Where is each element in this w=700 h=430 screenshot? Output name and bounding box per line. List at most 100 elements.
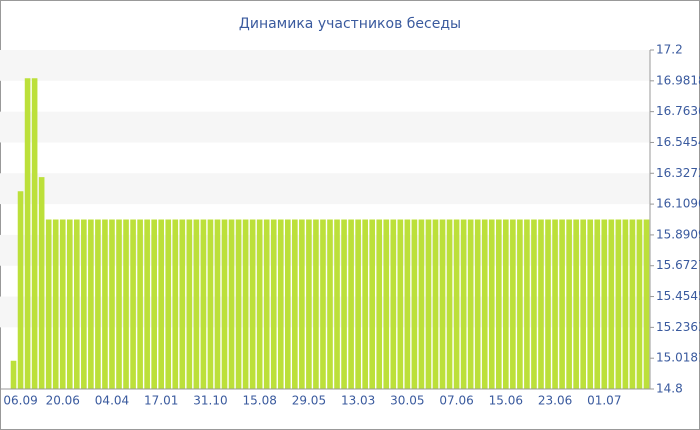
bar <box>66 219 73 389</box>
grid-band <box>0 50 650 81</box>
bar <box>116 219 122 389</box>
bar <box>418 219 425 389</box>
bar <box>102 219 108 389</box>
grid-band <box>0 173 650 205</box>
bar <box>31 78 38 389</box>
bar <box>242 219 249 389</box>
y-tick-label: 16.1090 <box>656 197 700 211</box>
bar <box>186 219 193 389</box>
bar <box>467 219 474 389</box>
y-tick-label: 15.6727 <box>656 258 700 272</box>
bar <box>446 219 453 389</box>
bar <box>545 219 551 389</box>
bar <box>109 219 115 389</box>
bar <box>179 219 186 389</box>
bar <box>460 219 467 389</box>
bar <box>17 191 24 389</box>
bar <box>390 219 397 389</box>
bar <box>270 219 277 389</box>
bar <box>200 219 207 389</box>
bar <box>474 219 481 389</box>
bar <box>256 219 263 389</box>
y-tick-label: 15.4545 <box>656 289 700 303</box>
bar <box>158 219 165 389</box>
bar <box>524 219 530 389</box>
bar <box>334 219 340 389</box>
bar <box>439 219 446 389</box>
bar <box>38 177 45 389</box>
y-tick-label: 16.9818 <box>656 73 700 87</box>
bar <box>432 219 439 389</box>
bar <box>299 219 305 389</box>
bar <box>622 219 629 389</box>
bar <box>74 219 80 389</box>
bar <box>144 219 150 389</box>
x-tick-label: 23.06 <box>538 394 572 408</box>
bar <box>348 219 354 389</box>
bar <box>510 219 516 389</box>
x-tick-label: 15.06 <box>489 394 523 408</box>
bar <box>503 219 509 389</box>
bar <box>52 219 59 389</box>
bar <box>580 219 586 389</box>
bar <box>284 219 291 389</box>
bar <box>172 219 179 389</box>
bar <box>277 219 284 389</box>
bar <box>88 219 94 389</box>
bar <box>81 219 87 389</box>
bar <box>341 219 347 389</box>
x-tick-label: 29.05 <box>292 394 326 408</box>
bar <box>481 219 488 389</box>
bar <box>130 219 136 389</box>
bar <box>376 219 383 389</box>
bar <box>538 219 544 389</box>
bar <box>24 78 31 389</box>
bar <box>228 219 235 389</box>
bar <box>95 219 101 389</box>
bar <box>249 219 256 389</box>
y-tick-label: 17.2 <box>656 43 683 57</box>
x-tick-label: 20.06 <box>46 394 80 408</box>
y-tick-label: 15.8909 <box>656 227 700 241</box>
bar <box>404 219 411 389</box>
bar <box>221 219 228 389</box>
bar <box>45 219 52 389</box>
bar <box>495 219 502 389</box>
bar <box>383 219 390 389</box>
bar <box>193 219 200 389</box>
bar <box>137 219 143 389</box>
bar <box>207 219 214 389</box>
bar <box>531 219 537 389</box>
y-tick-label: 16.3272 <box>656 166 700 180</box>
x-tick-label: 31.10 <box>193 394 227 408</box>
bar <box>263 219 270 389</box>
bar <box>587 219 594 389</box>
bar <box>411 219 418 389</box>
x-tick-label: 04.04 <box>95 394 129 408</box>
bar <box>313 219 319 389</box>
bar <box>397 219 404 389</box>
bar <box>517 219 523 389</box>
bar <box>453 219 460 389</box>
bar <box>566 219 572 389</box>
bar <box>214 219 221 389</box>
x-tick-label: 13.03 <box>341 394 375 408</box>
bar <box>425 219 432 389</box>
bar <box>320 219 326 389</box>
bar <box>573 219 579 389</box>
bar <box>292 219 298 389</box>
bar <box>123 219 129 389</box>
grid-band <box>0 111 650 143</box>
y-tick-label: 14.8 <box>656 382 683 396</box>
bar <box>235 219 242 389</box>
bar <box>327 219 333 389</box>
x-tick-label: 30.05 <box>390 394 424 408</box>
bar <box>151 219 157 389</box>
y-tick-label: 15.2363 <box>656 320 700 334</box>
x-tick-label: 07.06 <box>439 394 473 408</box>
bar <box>601 219 608 389</box>
bar <box>59 219 66 389</box>
chart-title: Динамика участников беседы <box>239 16 461 32</box>
